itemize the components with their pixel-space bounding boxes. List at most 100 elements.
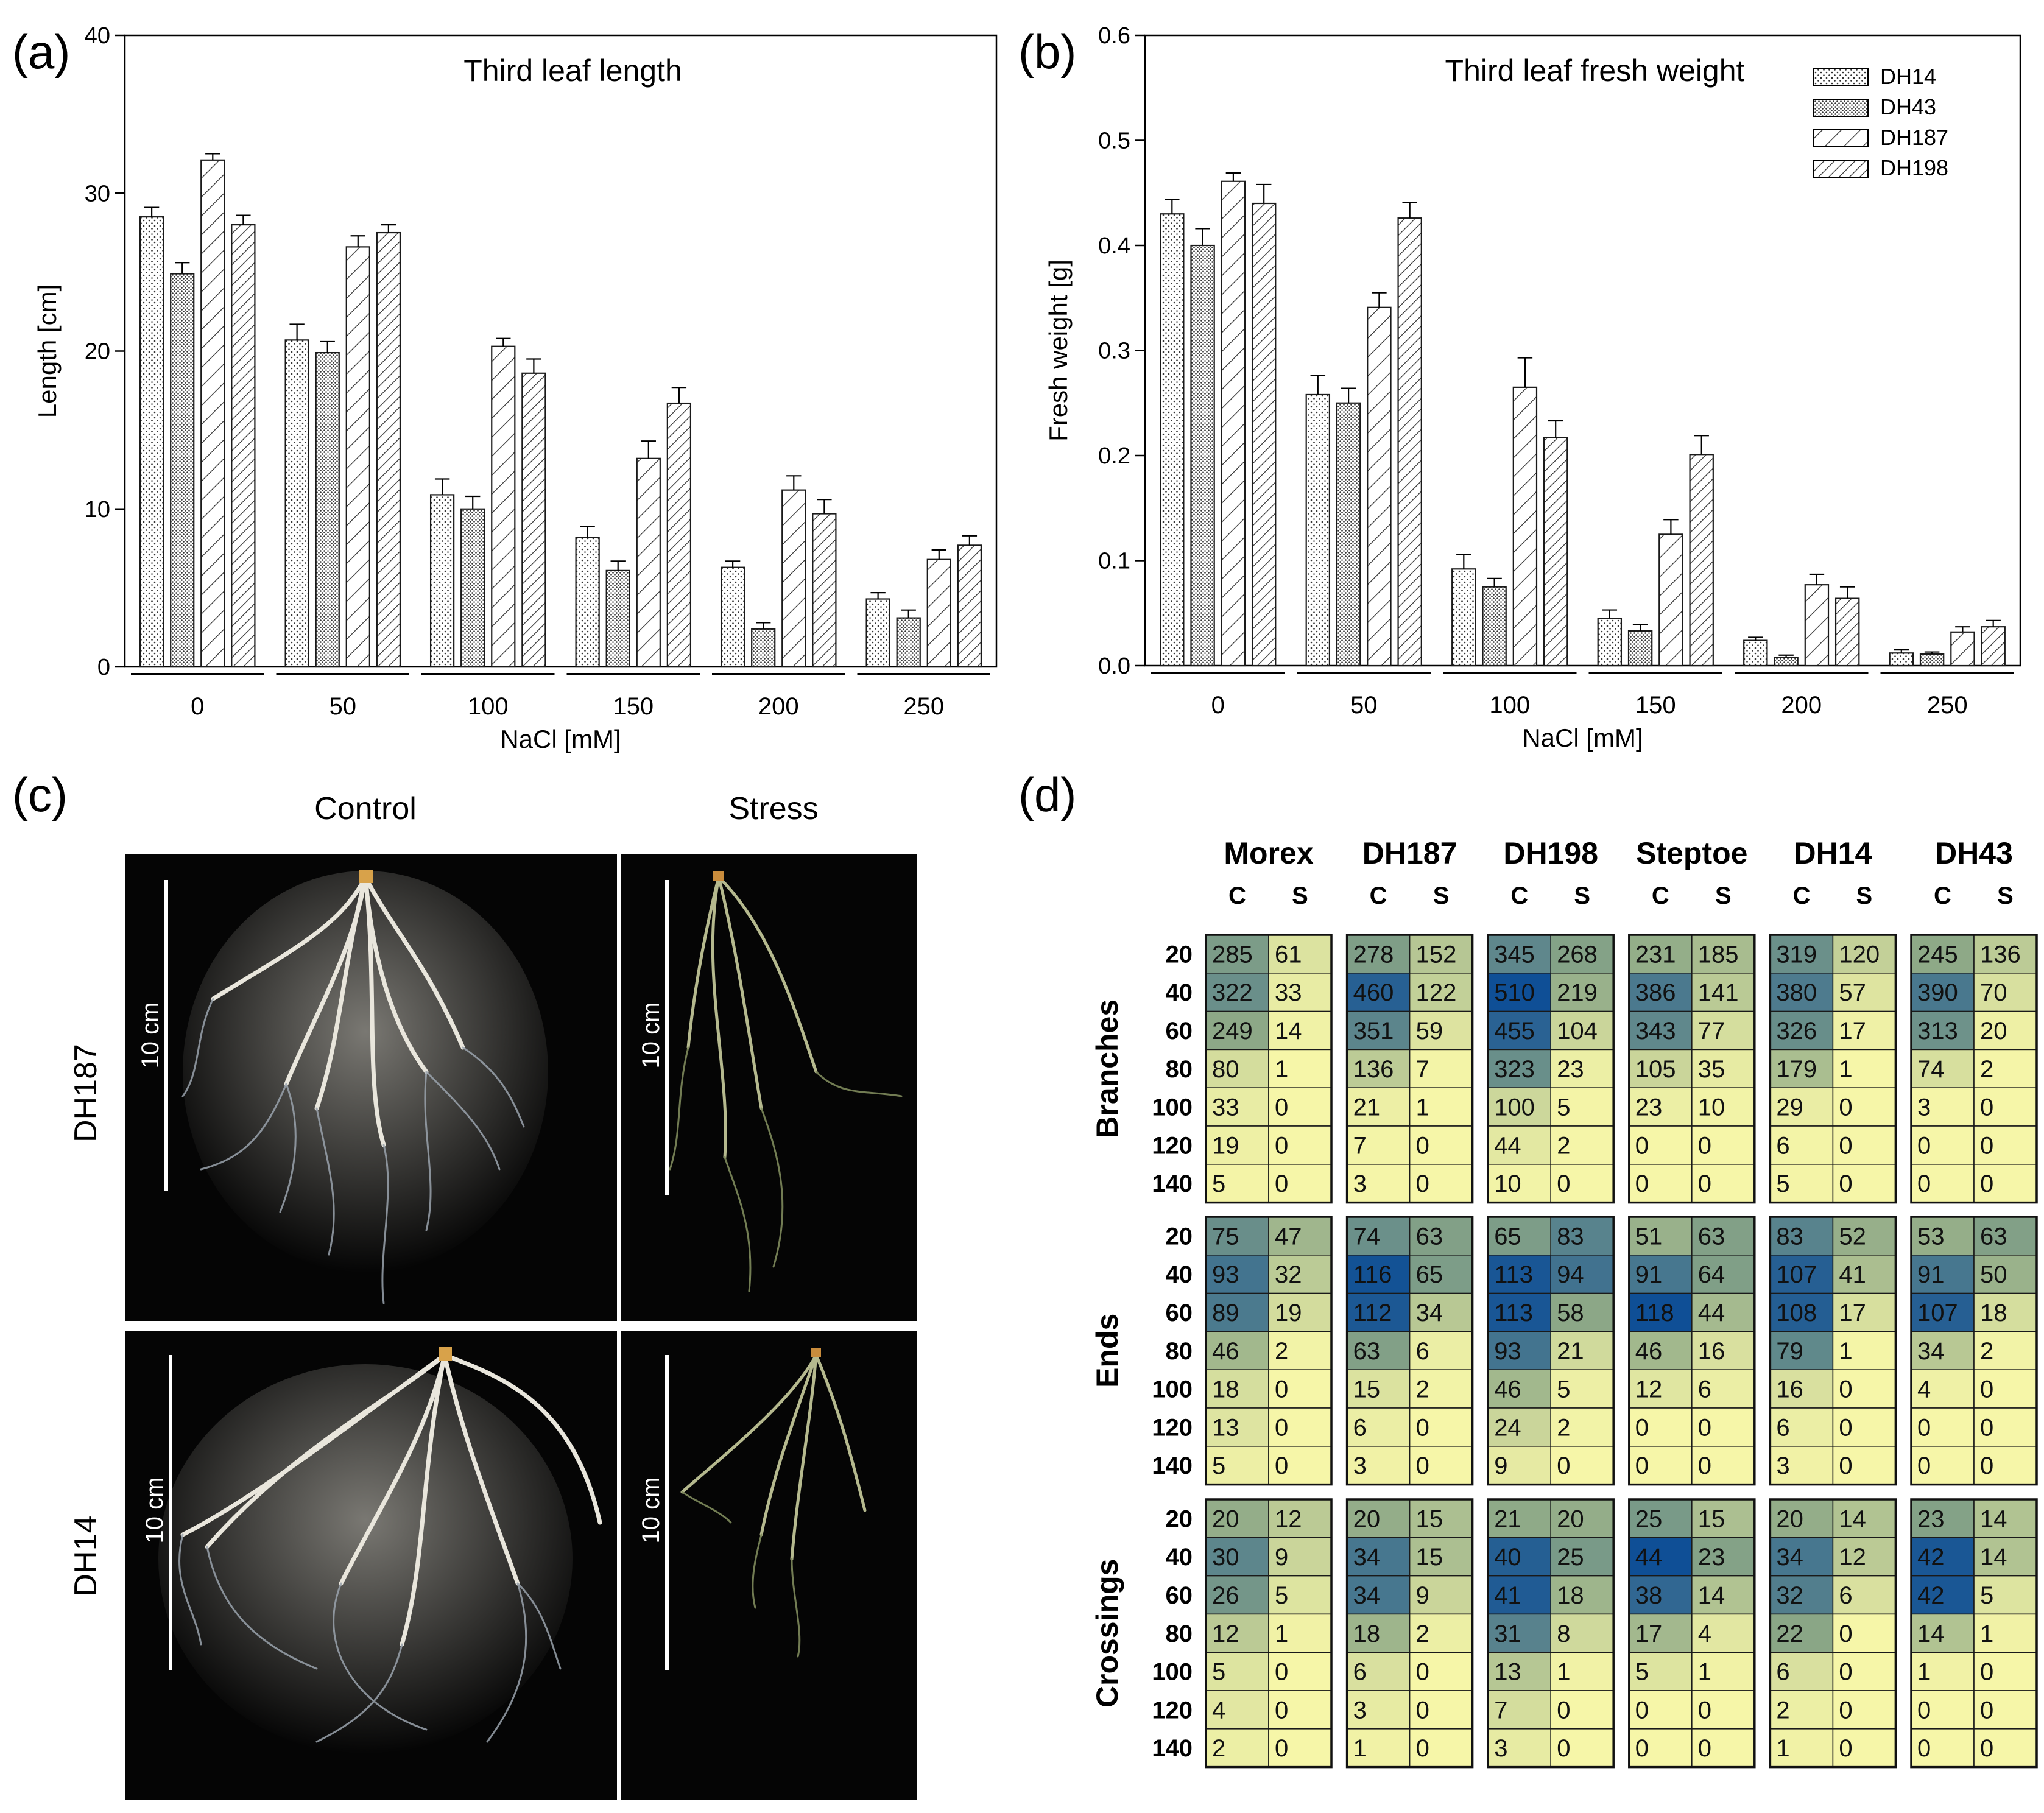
heatmap-value: 0	[1275, 1452, 1288, 1479]
x-tick-label: 200	[1781, 692, 1822, 719]
heatmap-value: 14	[1839, 1505, 1866, 1532]
subcol-header: S	[1856, 882, 1873, 909]
heatmap-cell	[1973, 1575, 2037, 1615]
heatmap-value: 14	[1980, 1544, 2007, 1571]
heatmap-block-frame	[1345, 934, 1474, 1204]
heatmap-value: 30	[1212, 1544, 1239, 1571]
heatmap-cell	[1911, 1087, 1975, 1127]
heatmap-value: 7	[1353, 1132, 1367, 1159]
heatmap-value: 0	[1980, 1452, 1993, 1479]
heatmap-cell	[1911, 1499, 1975, 1538]
heatmap-cell	[1205, 1125, 1269, 1165]
heatmap-value: 0	[1275, 1376, 1288, 1403]
heatmap-value: 46	[1635, 1338, 1663, 1365]
heatmap-value: 44	[1494, 1132, 1521, 1159]
heatmap-block-frame	[1769, 1216, 1897, 1486]
heatmap-value: 12	[1839, 1544, 1866, 1571]
heatmap-value: 9	[1275, 1544, 1288, 1571]
legend-swatch-DH198	[1813, 160, 1869, 178]
heatmap-value: 249	[1212, 1018, 1253, 1044]
heatmap-value: 122	[1416, 979, 1457, 1006]
scale-label-1: 10 cm	[137, 1002, 164, 1069]
heatmap-value: 15	[1698, 1505, 1725, 1532]
heatmap-value: 6	[1776, 1414, 1789, 1441]
heatmap-cell	[1550, 1331, 1614, 1370]
heatmap-value: 21	[1353, 1094, 1381, 1121]
heatmap-value: 2	[1212, 1735, 1225, 1762]
heatmap-value: 116	[1353, 1261, 1392, 1288]
heatmap-cell	[1409, 1728, 1473, 1768]
bar-DH187-100	[491, 345, 516, 668]
heatmap-block-frame	[1345, 1216, 1474, 1486]
heatmap-value: 326	[1776, 1018, 1817, 1044]
heatmap-value: 0	[1416, 1697, 1429, 1723]
heatmap-cell	[1973, 1049, 2037, 1089]
heatmap-value: 113	[1494, 1300, 1533, 1326]
row-label: 100	[1152, 1659, 1193, 1686]
heatmap-value: 1	[1557, 1659, 1570, 1686]
bar-DH14-100	[429, 494, 455, 668]
heatmap-cell	[1268, 1125, 1332, 1165]
x-tick-label: 150	[1635, 692, 1676, 719]
heatmap-value: 2	[1416, 1376, 1429, 1403]
heatmap-cell	[1832, 1331, 1897, 1370]
heatmap-cell	[1832, 1652, 1897, 1691]
heatmap-value: 278	[1353, 941, 1394, 968]
heatmap-value: 4	[1698, 1621, 1711, 1647]
heatmap-value: 80	[1212, 1056, 1239, 1083]
heatmap-value: 32	[1776, 1582, 1803, 1609]
heatmap-value: 0	[1416, 1735, 1429, 1762]
heatmap-value: 94	[1557, 1261, 1584, 1288]
heatmap-value: 313	[1917, 1018, 1958, 1044]
trait-label-crossings: Crossings	[1090, 1559, 1124, 1708]
y-tick-label: 0.3	[1098, 339, 1130, 364]
heatmap-cell	[1973, 1690, 2037, 1730]
panel-label-b: (b)	[1018, 25, 1076, 79]
heatmap-value: 460	[1353, 979, 1394, 1006]
heatmap-value: 31	[1494, 1621, 1521, 1647]
heatmap-value: 3	[1353, 1697, 1367, 1723]
heatmap-cell	[1550, 1164, 1614, 1203]
heatmap-value: 386	[1635, 979, 1676, 1006]
bar-DH14-0	[1160, 213, 1185, 667]
heatmap-cell	[1409, 1087, 1473, 1127]
heatmap-cell	[1346, 1331, 1411, 1370]
heatmap-value: 6	[1776, 1132, 1789, 1159]
heatmap-cell	[1409, 1125, 1473, 1165]
heatmap-cell	[1691, 1331, 1755, 1370]
heatmap-value: 0	[1275, 1132, 1288, 1159]
heatmap-value: 23	[1557, 1056, 1584, 1083]
subcol-header: S	[1433, 882, 1450, 909]
heatmap-cell	[1487, 1613, 1551, 1653]
bar-DH198-100	[1543, 437, 1568, 667]
heatmap-cell	[1205, 1164, 1269, 1203]
heatmap-cell	[1911, 1331, 1975, 1370]
heatmap-value: 0	[1839, 1735, 1852, 1762]
heatmap-value: 6	[1353, 1659, 1367, 1686]
heatmap-value: 323	[1494, 1056, 1535, 1083]
y-tick-label: 40	[85, 23, 110, 49]
heatmap-value: 0	[1698, 1414, 1711, 1441]
heatmap-value: 112	[1353, 1300, 1392, 1326]
heatmap-cell	[1268, 1499, 1332, 1538]
genotype-header-DH14: DH14	[1794, 836, 1872, 870]
heatmap-value: 0	[1698, 1132, 1711, 1159]
heatmap-cell	[1832, 1728, 1897, 1768]
heatmap-value: 5	[1635, 1659, 1649, 1686]
heatmap-cell	[1832, 1407, 1897, 1447]
heatmap-cell	[1346, 1407, 1411, 1447]
heatmap-block-frame	[1910, 1216, 2038, 1486]
bar-DH14-200	[720, 566, 745, 668]
heatmap-cell	[1268, 1087, 1332, 1127]
heatmap-value: 19	[1212, 1132, 1239, 1159]
heatmap-value: 0	[1980, 1697, 1993, 1723]
heatmap-value: 17	[1839, 1018, 1866, 1044]
heatmap-value: 7	[1494, 1697, 1507, 1723]
heatmap-value: 1	[1275, 1621, 1288, 1647]
heatmap-value: 23	[1635, 1094, 1663, 1121]
row-label: 100	[1152, 1094, 1193, 1121]
y-axis-label: Fresh weight [g]	[1044, 259, 1073, 442]
heatmap-cell	[1629, 1369, 1693, 1409]
subcol-header: S	[1292, 882, 1308, 909]
heatmap-cell	[1691, 1164, 1755, 1203]
